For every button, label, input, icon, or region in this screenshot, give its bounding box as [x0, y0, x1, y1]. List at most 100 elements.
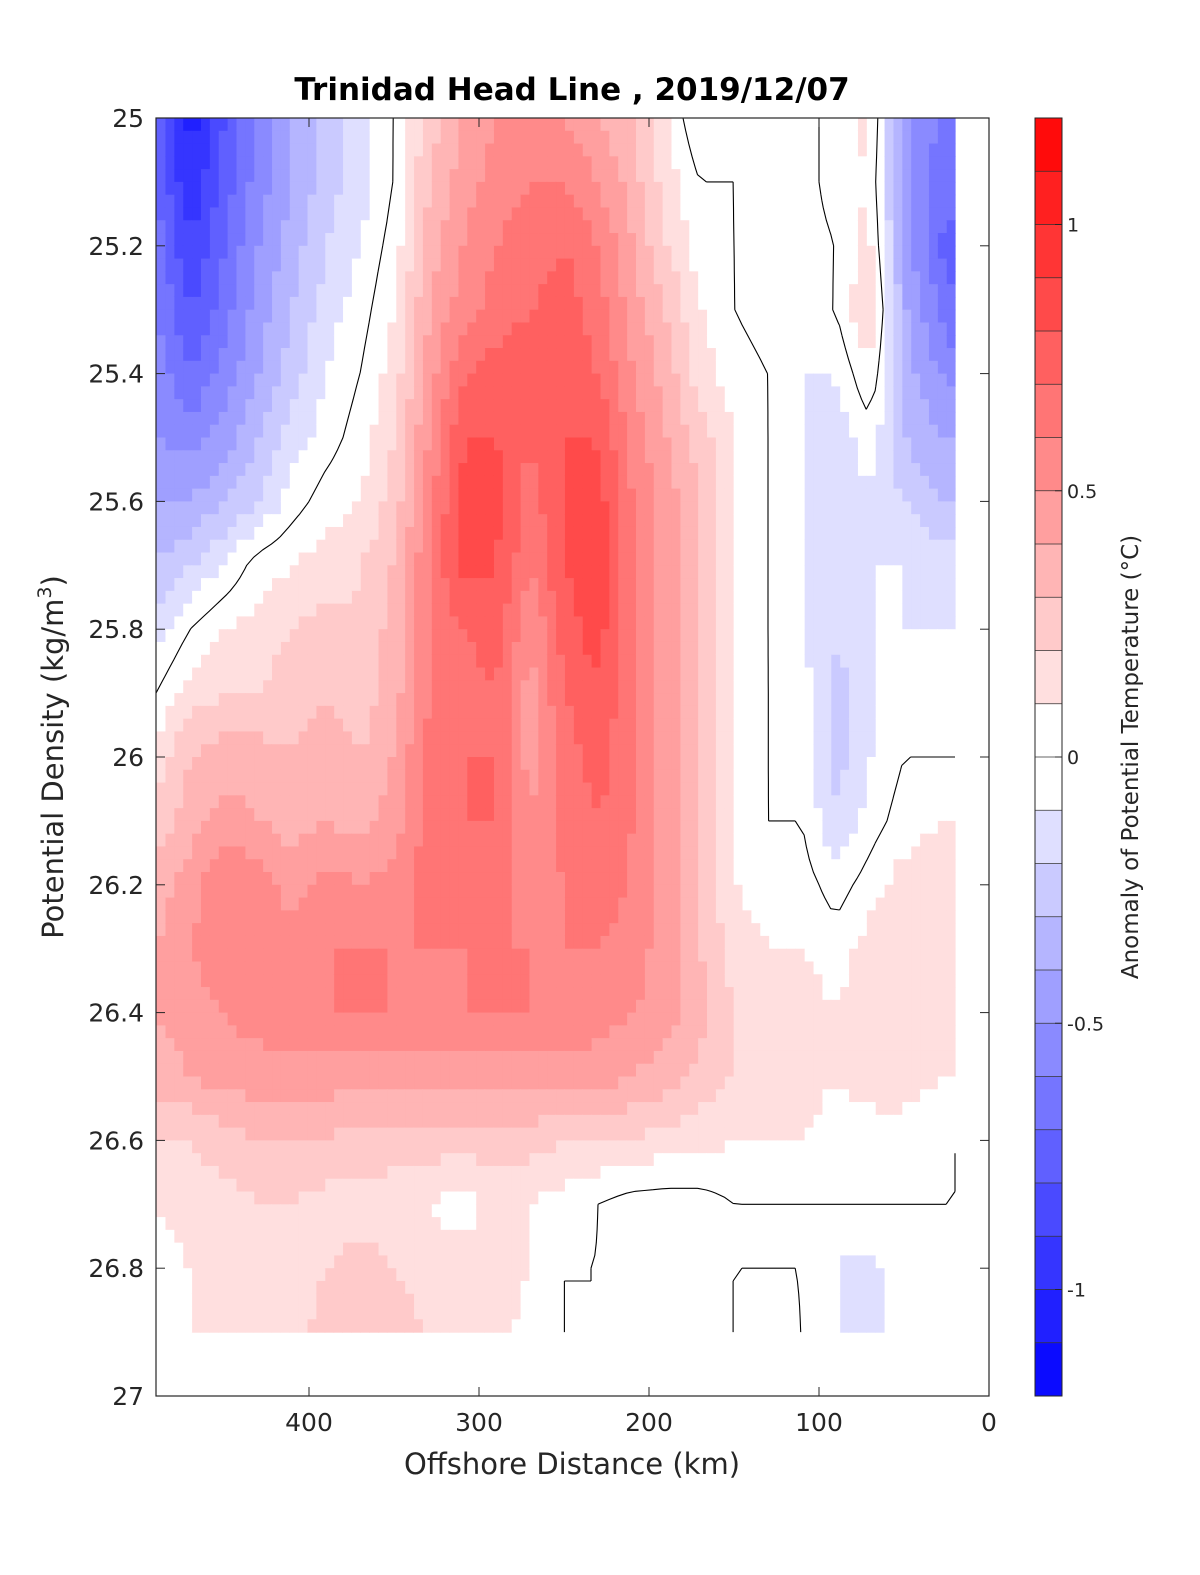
heatmap-cell [626, 335, 636, 349]
heatmap-cell [306, 181, 317, 196]
heatmap-cell [555, 296, 565, 311]
heatmap-cell [777, 411, 787, 426]
heatmap-cell [821, 629, 832, 643]
heatmap-cell [857, 514, 867, 528]
heatmap-cell [759, 654, 770, 669]
heatmap-cell [493, 373, 503, 387]
heatmap-cell [848, 514, 858, 528]
heatmap-cell [466, 731, 477, 745]
heatmap-cell [910, 450, 921, 464]
heatmap-cell [351, 130, 361, 145]
heatmap-cell [182, 373, 193, 387]
heatmap-cell [875, 156, 885, 170]
heatmap-cell [537, 539, 548, 554]
heatmap-cell [733, 143, 743, 157]
heatmap-cell [511, 156, 521, 170]
heatmap-cell [528, 207, 539, 221]
heatmap-cell [795, 386, 805, 400]
heatmap-cell [511, 258, 521, 272]
heatmap-cell [804, 565, 814, 579]
heatmap-cell [511, 808, 521, 822]
heatmap-cell [315, 731, 326, 745]
heatmap-cell [191, 629, 201, 643]
heatmap-cell [244, 194, 255, 209]
heatmap-cell [786, 284, 796, 298]
heatmap-cell [156, 360, 166, 375]
heatmap-cell [200, 565, 210, 579]
heatmap-cell [395, 769, 406, 784]
heatmap-cell [156, 348, 166, 362]
heatmap-cell [582, 348, 592, 362]
heatmap-cell [910, 207, 921, 221]
heatmap-cell [786, 808, 796, 822]
heatmap-cell [475, 143, 486, 157]
heatmap-cell [715, 156, 725, 170]
heatmap-cell [768, 309, 779, 324]
heatmap-cell [901, 641, 912, 656]
heatmap-cell [253, 220, 264, 234]
heatmap-cell [848, 284, 858, 298]
heatmap-cell [386, 373, 397, 387]
heatmap-cell [839, 795, 850, 809]
heatmap-cell [431, 450, 441, 464]
heatmap-cell [298, 437, 308, 451]
heatmap-cell [404, 526, 415, 541]
heatmap-cell [892, 552, 903, 566]
heatmap-cell [555, 769, 565, 784]
heatmap-cell [662, 552, 672, 566]
heatmap-cell [883, 181, 894, 196]
heatmap-cell [777, 769, 787, 784]
heatmap-cell [546, 258, 557, 272]
heatmap-cell [280, 757, 290, 771]
heatmap-cell [599, 757, 610, 771]
heatmap-cell [351, 757, 361, 771]
heatmap-cell [946, 769, 956, 784]
heatmap-cell [333, 169, 344, 183]
heatmap-cell [448, 590, 459, 605]
heatmap-cell [324, 603, 335, 618]
heatmap-cell [821, 782, 832, 796]
heatmap-cell [493, 526, 503, 541]
heatmap-cell [404, 220, 415, 234]
heatmap-cell [218, 705, 228, 720]
heatmap-cell [715, 501, 725, 515]
heatmap-cell [422, 181, 432, 196]
heatmap-cell [644, 808, 654, 822]
heatmap-cell [191, 667, 201, 681]
heatmap-cell [360, 565, 370, 579]
heatmap-cell [377, 590, 388, 605]
heatmap-cell [759, 450, 770, 464]
heatmap-cell [546, 296, 557, 311]
heatmap-cell [582, 245, 592, 260]
heatmap-cell [555, 757, 565, 771]
heatmap-cell [298, 667, 308, 681]
heatmap-cell [351, 335, 361, 349]
heatmap-cell [333, 488, 344, 502]
heatmap-cell [848, 386, 858, 400]
heatmap-cell [519, 233, 530, 247]
heatmap-cell [156, 399, 166, 413]
heatmap-cell [919, 705, 929, 720]
heatmap-cell [200, 578, 210, 592]
heatmap-cell [662, 539, 672, 554]
heatmap-cell [466, 463, 477, 477]
heatmap-cell [786, 424, 796, 439]
heatmap-cell [848, 233, 858, 247]
heatmap-cell [235, 181, 246, 196]
heatmap-cell [910, 348, 921, 362]
heatmap-cell [386, 629, 397, 643]
heatmap-cell [910, 820, 921, 835]
heatmap-cell [333, 808, 344, 822]
heatmap-cell [910, 565, 921, 579]
heatmap-cell [830, 808, 841, 822]
heatmap-cell [804, 552, 814, 566]
heatmap-cell [519, 795, 530, 809]
heatmap-cell [795, 233, 805, 247]
heatmap-cell [537, 360, 548, 375]
heatmap-cell [750, 284, 761, 298]
heatmap-cell [324, 156, 335, 170]
heatmap-cell [733, 450, 743, 464]
heatmap-cell [475, 169, 486, 183]
heatmap-cell [298, 245, 308, 260]
heatmap-cell [191, 169, 201, 183]
